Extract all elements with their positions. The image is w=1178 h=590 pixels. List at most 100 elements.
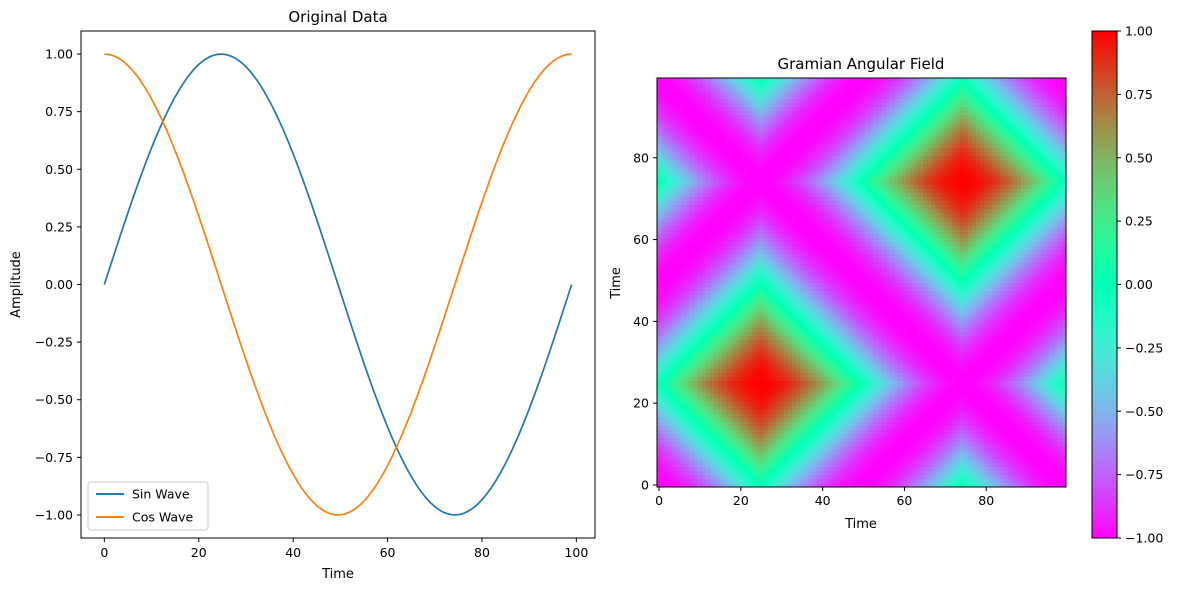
heatmap-cell bbox=[918, 462, 924, 467]
heatmap-cell bbox=[886, 474, 891, 480]
heatmap-cell bbox=[959, 413, 965, 418]
heatmap-cell bbox=[796, 405, 801, 410]
heatmap-cell bbox=[1000, 454, 1005, 459]
heatmap-cell bbox=[771, 380, 776, 386]
heatmap-cell bbox=[886, 380, 891, 386]
heatmap-cell bbox=[926, 290, 932, 296]
heatmap-cell bbox=[824, 388, 830, 394]
heatmap-cell bbox=[836, 392, 842, 398]
heatmap-cell bbox=[886, 315, 891, 320]
heatmap-cell bbox=[779, 446, 785, 451]
heatmap-cell bbox=[910, 368, 916, 373]
heatmap-cell bbox=[685, 352, 691, 357]
heatmap-cell bbox=[804, 376, 809, 382]
heatmap-cell bbox=[988, 343, 993, 349]
heatmap-cell bbox=[980, 343, 985, 349]
heatmap-cell bbox=[1037, 462, 1042, 467]
heatmap-cell bbox=[820, 331, 826, 337]
heatmap-cell bbox=[841, 294, 846, 300]
heatmap-cell bbox=[959, 319, 965, 324]
heatmap-cell bbox=[963, 470, 969, 476]
heatmap-cell bbox=[976, 323, 981, 328]
heatmap-cell bbox=[697, 372, 703, 377]
heatmap-cell bbox=[845, 425, 850, 431]
heatmap-cell bbox=[1053, 384, 1059, 390]
heatmap-cell bbox=[779, 343, 785, 349]
heatmap-cell bbox=[1041, 429, 1046, 435]
heatmap-cell bbox=[726, 323, 731, 328]
heatmap-cell bbox=[1061, 446, 1067, 451]
heatmap-cell bbox=[1057, 335, 1063, 341]
heatmap-cell bbox=[665, 401, 670, 406]
heatmap-cell bbox=[681, 360, 686, 365]
heatmap-cell bbox=[771, 462, 776, 467]
heatmap-cell bbox=[665, 478, 670, 484]
heatmap-cell bbox=[730, 343, 736, 349]
heatmap-cell bbox=[714, 405, 719, 410]
heatmap-cell bbox=[1016, 442, 1022, 447]
heatmap-cell bbox=[836, 298, 842, 304]
heatmap-cell bbox=[992, 307, 997, 312]
heatmap-cell bbox=[926, 450, 932, 455]
heatmap-cell bbox=[779, 282, 785, 287]
heatmap-cell bbox=[1041, 442, 1046, 447]
heatmap-cell bbox=[963, 458, 969, 463]
heatmap-cell bbox=[906, 405, 911, 410]
heatmap-cell bbox=[976, 425, 981, 431]
heatmap-cell bbox=[1033, 376, 1038, 382]
heatmap-cell bbox=[947, 437, 952, 443]
heatmap-cell bbox=[931, 466, 936, 471]
heatmap-cell bbox=[971, 360, 977, 365]
heatmap-cell bbox=[947, 347, 952, 353]
heatmap-cell bbox=[661, 364, 666, 369]
heatmap-cell bbox=[869, 302, 875, 308]
heatmap-cell bbox=[1057, 319, 1063, 324]
heatmap-cell bbox=[873, 454, 879, 459]
heatmap-cell bbox=[890, 376, 895, 382]
heatmap-cell bbox=[832, 315, 838, 320]
heatmap-cell bbox=[976, 302, 981, 308]
heatmap-cell bbox=[1033, 397, 1038, 402]
heatmap-cell bbox=[873, 323, 879, 328]
heatmap-cell bbox=[984, 335, 989, 341]
heatmap-cell bbox=[746, 474, 752, 480]
heatmap-cell bbox=[1045, 319, 1050, 324]
heatmap-cell bbox=[759, 286, 764, 292]
heatmap-cell bbox=[734, 298, 740, 304]
heatmap-cell bbox=[738, 315, 744, 320]
heatmap-cell bbox=[685, 384, 691, 390]
heatmap-cell bbox=[665, 352, 670, 357]
heatmap-cell bbox=[967, 364, 973, 369]
heatmap-cell bbox=[746, 335, 752, 341]
heatmap-cell bbox=[877, 298, 883, 304]
heatmap-cell bbox=[710, 331, 715, 337]
heatmap-cell bbox=[926, 442, 932, 447]
heatmap-cell bbox=[714, 331, 719, 337]
heatmap-cell bbox=[804, 380, 809, 386]
heatmap-cell bbox=[836, 446, 842, 451]
heatmap-cell bbox=[841, 380, 846, 386]
heatmap-cell bbox=[906, 446, 911, 451]
heatmap-cell bbox=[673, 286, 678, 292]
heatmap-cell bbox=[718, 470, 723, 476]
heatmap-cell bbox=[763, 327, 768, 332]
heatmap-cell bbox=[922, 360, 928, 365]
heatmap-cell bbox=[1021, 360, 1026, 365]
heatmap-cell bbox=[697, 319, 703, 324]
heatmap-cell bbox=[665, 466, 670, 471]
heatmap-cell bbox=[701, 466, 707, 471]
heatmap-cell bbox=[849, 384, 854, 390]
heatmap-cell bbox=[767, 311, 772, 316]
heatmap-cell bbox=[931, 392, 936, 398]
heatmap-cell bbox=[881, 417, 887, 422]
heatmap-cell bbox=[726, 409, 731, 414]
heatmap-cell bbox=[828, 368, 834, 373]
heatmap-cell bbox=[706, 323, 711, 328]
heatmap-cell bbox=[1029, 364, 1034, 369]
heatmap-cell bbox=[738, 327, 744, 332]
heatmap-cell bbox=[734, 331, 740, 337]
heatmap-cell bbox=[1004, 397, 1010, 402]
heatmap-cell bbox=[918, 478, 924, 484]
heatmap-cell bbox=[722, 323, 727, 328]
heatmap-cell bbox=[742, 458, 748, 463]
